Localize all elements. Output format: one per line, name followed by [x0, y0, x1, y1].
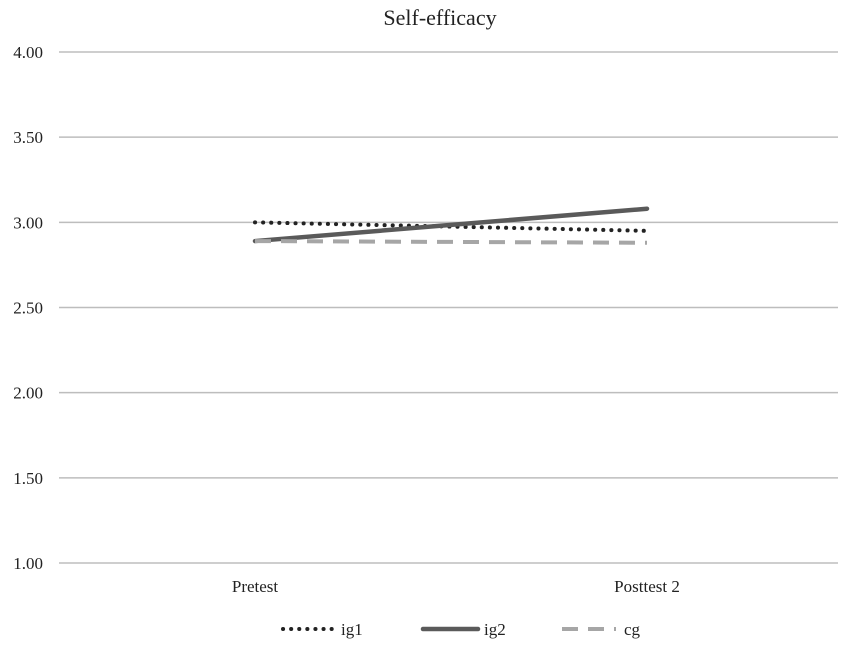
- y-tick-label: 3.50: [13, 128, 43, 147]
- x-tick-label: Posttest 2: [614, 577, 680, 596]
- y-tick-label: 1.00: [13, 554, 43, 573]
- legend-label-ig2: ig2: [484, 620, 506, 639]
- legend-label-ig1: ig1: [341, 620, 363, 639]
- series-lines: [252, 206, 650, 245]
- chart-title: Self-efficacy: [383, 5, 496, 30]
- y-tick-label: 1.50: [13, 469, 43, 488]
- x-tick-label: Pretest: [232, 577, 279, 596]
- x-axis-ticks: Pretest Posttest 2: [232, 577, 680, 596]
- series-line-cg: [254, 239, 648, 245]
- series-line-ig2: [252, 206, 650, 244]
- y-tick-label: 3.00: [13, 213, 43, 232]
- legend: ig1 ig2 cg: [281, 620, 641, 639]
- y-tick-label: 2.50: [13, 299, 43, 318]
- y-axis-ticks: 1.00 1.50 2.00 2.50 3.00 3.50 4.00: [13, 43, 43, 573]
- gridlines: [59, 51, 838, 564]
- legend-label-cg: cg: [624, 620, 641, 639]
- y-tick-label: 2.00: [13, 384, 43, 403]
- y-tick-label: 4.00: [13, 43, 43, 62]
